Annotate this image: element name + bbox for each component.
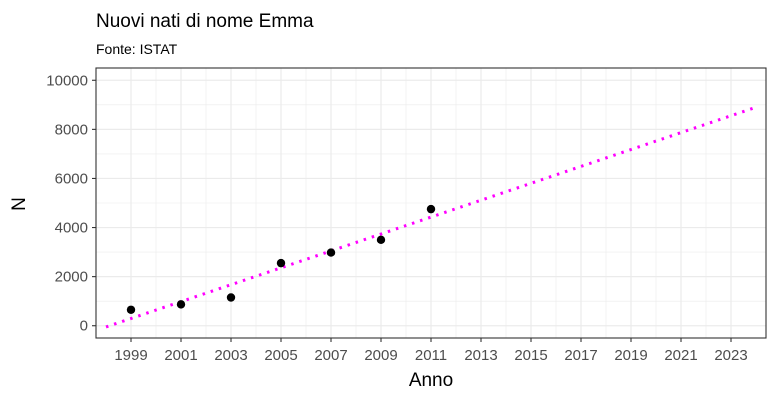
x-tick-label: 2011: [415, 347, 447, 364]
x-tick-label: 2021: [664, 347, 697, 364]
x-tick-label: 2013: [464, 347, 497, 364]
data-point: [226, 293, 236, 302]
trend-line: [105, 105, 757, 329]
chart-subtitle: Fonte: ISTAT: [96, 41, 178, 57]
data-point: [376, 235, 386, 245]
y-tick-label: 4000: [55, 220, 88, 237]
x-tick-label: 1999: [114, 347, 147, 364]
x-tick-label: 2005: [264, 347, 297, 364]
data-point: [326, 248, 336, 257]
data-points: [126, 204, 436, 314]
x-axis: 1999 2001 2003 2005 2007 2009 2011 2013 2015 2017…: [114, 338, 748, 364]
x-tick-label: 2007: [314, 347, 347, 364]
y-tick-label: 10000: [46, 72, 88, 89]
y-tick-label: 2000: [55, 269, 88, 286]
x-tick-label: 2015: [514, 347, 547, 364]
y-axis-title: N: [9, 197, 30, 211]
x-tick-label: 2003: [214, 347, 247, 364]
x-tick-label: 2017: [564, 347, 597, 364]
x-tick-label: 2023: [714, 347, 747, 364]
x-axis-title: Anno: [409, 370, 453, 391]
chart-title: Nuovi nati di nome Emma: [96, 11, 314, 32]
y-tick-label: 8000: [55, 121, 88, 138]
y-tick-label: 6000: [55, 170, 88, 187]
x-tick-label: 2009: [364, 347, 397, 364]
y-axis: 0 2000 4000 6000 8000 10000: [46, 72, 96, 335]
data-point: [426, 204, 436, 214]
y-tick-label: 0: [80, 318, 88, 335]
x-tick-label: 2019: [614, 347, 647, 364]
grid-major: [96, 68, 766, 338]
data-point: [176, 300, 186, 309]
data-point: [126, 305, 136, 314]
x-tick-label: 2001: [164, 347, 197, 364]
data-point: [276, 258, 286, 268]
